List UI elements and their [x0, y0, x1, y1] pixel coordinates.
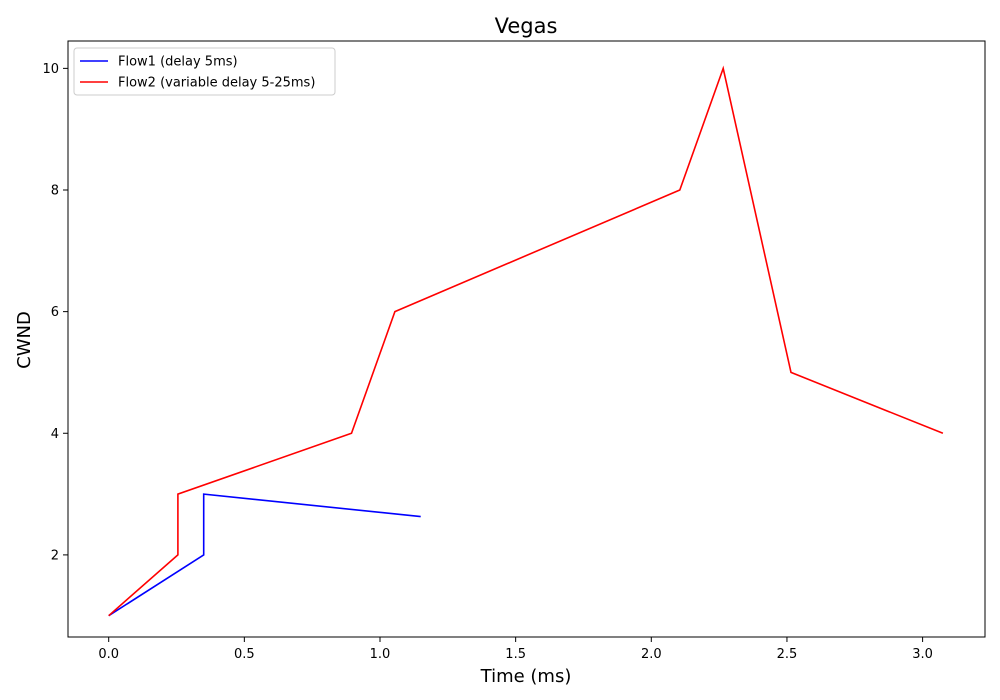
series-line-flow1: [108, 493, 421, 617]
plot-frame: [67, 40, 986, 638]
legend-box: [73, 47, 336, 96]
x-tick-label: 1.0: [370, 647, 391, 662]
legend-label: Flow2 (variable delay 5-25ms): [118, 76, 315, 91]
x-tick-label: 0.5: [234, 647, 255, 662]
axis-ticks: 0.0 0.5 1.0 1.5 2.0 2.5 3.0 2 4 6 8 10: [42, 62, 932, 662]
y-axis-label: CWND: [14, 311, 35, 369]
y-tick-label: 4: [51, 427, 59, 442]
y-tick-label: 8: [51, 184, 59, 199]
x-tick-label: 2.0: [641, 647, 662, 662]
x-tick-label: 2.5: [777, 647, 798, 662]
legend: Flow1 (delay 5ms) Flow2 (variable delay 5…: [73, 47, 336, 96]
y-tick-label: 6: [51, 305, 59, 320]
legend-label: Flow1 (delay 5ms): [118, 55, 238, 70]
chart-title: Vegas: [495, 14, 558, 38]
y-tick-label: 2: [51, 548, 59, 563]
x-tick-label: 0.0: [98, 647, 119, 662]
series-line-flow2: [108, 65, 944, 617]
x-tick-label: 3.0: [912, 647, 933, 662]
y-tick-label: 10: [42, 62, 59, 77]
series-lines: [108, 65, 944, 617]
x-axis-label: Time (ms): [480, 666, 572, 687]
x-tick-label: 1.5: [505, 647, 526, 662]
